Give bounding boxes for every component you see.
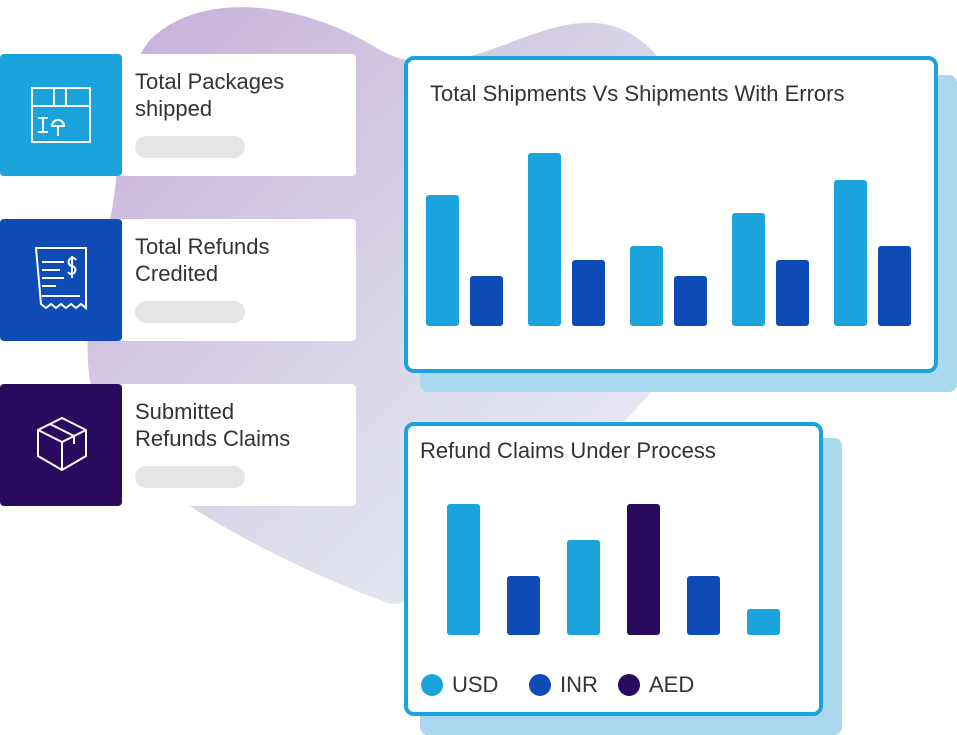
legend-label: USD (452, 672, 498, 697)
placeholder (135, 466, 245, 488)
bar (747, 609, 780, 635)
bar (572, 260, 605, 326)
card-label: Submitted Refunds Claims (135, 399, 291, 451)
legend-swatch (421, 674, 443, 696)
card (0, 384, 356, 506)
card (0, 54, 356, 176)
legend-label: INR (560, 672, 598, 697)
legend-swatch (618, 674, 640, 696)
bar (630, 246, 663, 326)
bar (470, 276, 503, 326)
bar (507, 576, 540, 635)
legend-swatch (529, 674, 551, 696)
bar (567, 540, 600, 635)
placeholder (135, 301, 245, 323)
bar (447, 504, 480, 635)
chart-title: Total Shipments Vs Shipments With Errors (430, 81, 844, 106)
box-icon (37, 416, 87, 472)
placeholder (135, 136, 245, 158)
receipt-icon (34, 247, 87, 311)
bar (426, 195, 459, 326)
bar (674, 276, 707, 326)
package-icon (31, 87, 91, 143)
bar (776, 260, 809, 326)
bar (627, 504, 660, 635)
bar (687, 576, 720, 635)
bar (834, 180, 867, 326)
bar (528, 153, 561, 326)
bar (878, 246, 911, 326)
card-label: Total Refunds Credited (135, 234, 270, 286)
chart-title: Refund Claims Under Process (420, 438, 716, 463)
chart-panel (404, 422, 823, 716)
legend-label: AED (649, 672, 694, 697)
card (0, 219, 356, 341)
card-label: Total Packages shipped (135, 69, 285, 121)
bar (732, 213, 765, 326)
